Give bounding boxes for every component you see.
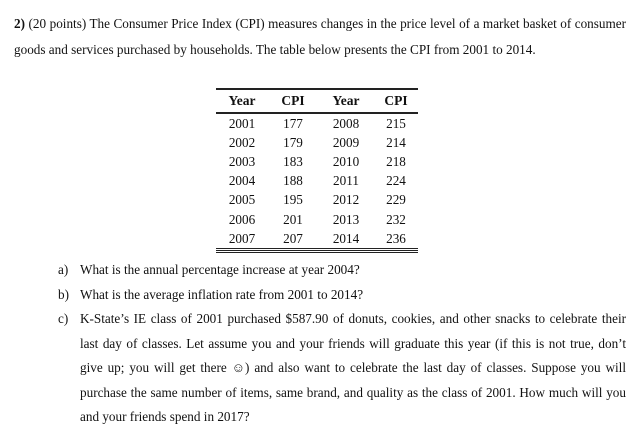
cell-year: 2001 bbox=[228, 115, 256, 131]
question-label: c) bbox=[58, 311, 69, 326]
cell-year: 2013 bbox=[332, 211, 360, 227]
cell-cpi: 218 bbox=[386, 153, 406, 169]
cell-cpi: 195 bbox=[283, 192, 303, 208]
problem-number: 2) bbox=[14, 16, 25, 31]
cell-year: 2004 bbox=[228, 173, 256, 189]
cell-year: 2002 bbox=[228, 134, 256, 150]
table-row: 2001 177 2008 215 bbox=[216, 113, 418, 133]
question-label: b) bbox=[58, 286, 69, 302]
table-row: 2003 183 2010 218 bbox=[216, 152, 418, 171]
question-text: K-State’s IE class of 2001 purchased $58… bbox=[80, 311, 626, 424]
cell-year: 2012 bbox=[332, 192, 360, 208]
header-year-1: Year bbox=[228, 93, 256, 108]
problem-statement: 2) (20 points) The Consumer Price Index … bbox=[14, 11, 626, 62]
cell-year: 2003 bbox=[228, 153, 256, 169]
cell-cpi: 214 bbox=[386, 134, 406, 150]
cell-year: 2010 bbox=[332, 153, 360, 169]
cell-year: 2011 bbox=[333, 173, 359, 189]
cell-cpi: 224 bbox=[386, 173, 406, 189]
table-header-row: Year CPI Year CPI bbox=[216, 89, 418, 113]
question-a: a) What is the annual percentage increas… bbox=[58, 258, 626, 283]
cell-cpi: 201 bbox=[283, 211, 303, 227]
problem-intro: (20 points) The Consumer Price Index (CP… bbox=[14, 16, 627, 57]
cell-cpi: 183 bbox=[283, 153, 303, 169]
cell-year: 2005 bbox=[228, 192, 256, 208]
question-text: What is the annual percentage increase a… bbox=[80, 262, 360, 277]
cell-cpi: 188 bbox=[283, 173, 303, 189]
cell-year: 2008 bbox=[332, 115, 360, 131]
question-list: a) What is the annual percentage increas… bbox=[58, 258, 626, 430]
cpi-table: Year CPI Year CPI 2001 177 2008 215 2002… bbox=[216, 88, 418, 251]
cell-cpi: 177 bbox=[283, 115, 303, 131]
cell-cpi: 236 bbox=[386, 230, 406, 246]
cell-cpi: 229 bbox=[386, 192, 406, 208]
table-row: 2006 201 2013 232 bbox=[216, 210, 418, 229]
header-year-2: Year bbox=[332, 93, 360, 108]
question-c: c) K-State’s IE class of 2001 purchased … bbox=[58, 307, 626, 430]
cell-year: 2009 bbox=[332, 134, 360, 150]
cell-year: 2006 bbox=[228, 211, 256, 227]
question-b: b) What is the average inflation rate fr… bbox=[58, 283, 626, 308]
table-row: 2007 207 2014 236 bbox=[216, 229, 418, 250]
cell-year: 2014 bbox=[332, 230, 360, 246]
cell-cpi: 232 bbox=[386, 211, 406, 227]
cell-cpi: 179 bbox=[283, 134, 303, 150]
header-cpi-1: CPI bbox=[281, 93, 305, 108]
cell-cpi: 207 bbox=[283, 230, 303, 246]
header-cpi-2: CPI bbox=[384, 93, 408, 108]
question-text: What is the average inflation rate from … bbox=[80, 286, 364, 302]
cpi-table-container: Year CPI Year CPI 2001 177 2008 215 2002… bbox=[216, 88, 418, 253]
question-label: a) bbox=[58, 262, 69, 277]
table-row: 2005 195 2012 229 bbox=[216, 191, 418, 210]
table-row: 2004 188 2011 224 bbox=[216, 172, 418, 191]
cell-cpi: 215 bbox=[386, 115, 406, 131]
cell-year: 2007 bbox=[228, 230, 256, 246]
table-row: 2002 179 2009 214 bbox=[216, 133, 418, 152]
